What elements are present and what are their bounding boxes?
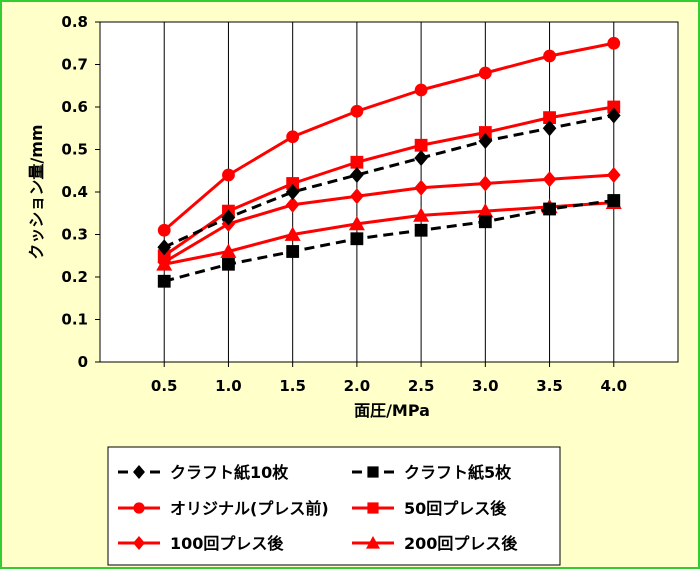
- data-point: [350, 167, 364, 183]
- legend-item: 100回プレス後: [118, 534, 284, 553]
- data-point: [478, 126, 492, 139]
- data-point: [543, 111, 556, 125]
- series-line: [163, 41, 615, 232]
- data-point: [607, 194, 621, 207]
- legend-item: 50回プレス後: [352, 499, 507, 518]
- x-tick-label: 4.0: [600, 377, 627, 395]
- legend-label: 50回プレス後: [404, 499, 507, 518]
- y-tick-label: 0.4: [61, 183, 88, 201]
- data-point: [285, 196, 300, 213]
- data-point: [542, 171, 557, 188]
- legend-marker: [366, 536, 380, 549]
- y-axis-ticks: 0 0.1 0.2 0.3 0.4 0.5 0.6 0.7 0.8: [61, 13, 100, 371]
- series-line: [163, 173, 614, 264]
- data-point: [606, 167, 621, 183]
- x-tick-label: 1.5: [279, 377, 306, 395]
- data-point: [543, 49, 556, 63]
- data-point: [157, 239, 172, 256]
- legend-marker: [133, 465, 145, 479]
- data-point: [542, 120, 557, 137]
- legend-item: クラフト紙10枚: [118, 463, 289, 482]
- data-point: [543, 202, 556, 216]
- x-tick-label: 2.0: [344, 377, 371, 395]
- data-point: [478, 66, 492, 80]
- data-point: [607, 100, 621, 114]
- series-line: [163, 114, 615, 249]
- y-axis-label: クッション量/mm: [27, 124, 46, 259]
- legend-label: オリジナル(プレス前): [170, 499, 329, 518]
- data-point: [477, 203, 494, 218]
- legend-label: 200回プレス後: [404, 534, 518, 553]
- data-point: [350, 104, 364, 118]
- y-tick-label: 0.8: [61, 13, 88, 31]
- legend-item: オリジナル(プレス前): [118, 499, 329, 518]
- data-point: [285, 184, 300, 200]
- x-tick-label: 2.5: [408, 377, 435, 395]
- data-point: [414, 179, 428, 196]
- x-tick-label: 3.0: [472, 377, 499, 395]
- data-point: [157, 274, 171, 288]
- legend-item: クラフト紙5枚: [352, 463, 512, 482]
- legend-marker: [367, 502, 379, 514]
- data-point: [222, 168, 235, 182]
- data-point: [284, 226, 301, 241]
- y-tick-label: 0.1: [61, 311, 88, 329]
- data-point: [478, 133, 493, 149]
- legend-marker: [133, 536, 145, 550]
- data-point: [157, 223, 171, 237]
- legend-box: [107, 446, 561, 566]
- data-point: [348, 215, 365, 231]
- legend-marker: [133, 502, 145, 514]
- series-layer: [156, 36, 622, 288]
- data-point: [607, 36, 621, 50]
- data-point: [350, 232, 364, 246]
- data-point: [222, 257, 235, 271]
- data-point: [221, 209, 236, 226]
- data-point: [286, 177, 300, 190]
- data-point: [350, 188, 364, 205]
- data-point: [413, 207, 430, 222]
- data-point: [478, 215, 492, 229]
- series-3: [157, 36, 621, 237]
- legend-item: 200回プレス後: [352, 534, 518, 553]
- data-point: [286, 130, 300, 144]
- data-point: [220, 243, 237, 258]
- y-tick-label: 0: [78, 353, 88, 371]
- y-tick-label: 0.7: [61, 56, 88, 74]
- y-tick-label: 0.5: [61, 141, 88, 159]
- data-point: [350, 155, 364, 169]
- x-tick-label: 1.0: [215, 377, 242, 395]
- data-point: [606, 107, 621, 124]
- legend-marker: [367, 466, 379, 478]
- legend-label: 100回プレス後: [170, 534, 284, 553]
- data-point: [414, 138, 428, 152]
- y-tick-label: 0.2: [61, 268, 88, 286]
- series-4: [157, 100, 621, 263]
- data-point: [414, 83, 428, 97]
- data-point: [414, 223, 428, 237]
- x-tick-label: 0.5: [151, 377, 178, 395]
- data-point: [157, 249, 171, 263]
- y-tick-label: 0.6: [61, 98, 88, 116]
- data-point: [286, 245, 300, 258]
- y-tick-label: 0.3: [61, 226, 88, 244]
- data-point: [478, 175, 493, 192]
- x-axis-ticks: 0.5 1.0 1.5 2.0 2.5 3.0 3.5 4.0: [151, 362, 627, 395]
- series-line: [163, 201, 614, 266]
- series-line: [163, 105, 615, 257]
- series-1: [157, 107, 621, 256]
- series-2: [157, 194, 621, 288]
- x-axis-label: 面圧/MPa: [354, 401, 430, 420]
- data-point: [414, 150, 428, 166]
- series-line: [163, 199, 614, 283]
- legend-label: クラフト紙5枚: [404, 463, 512, 482]
- legend-label: クラフト紙10枚: [170, 463, 289, 482]
- x-tick-label: 3.5: [536, 377, 563, 395]
